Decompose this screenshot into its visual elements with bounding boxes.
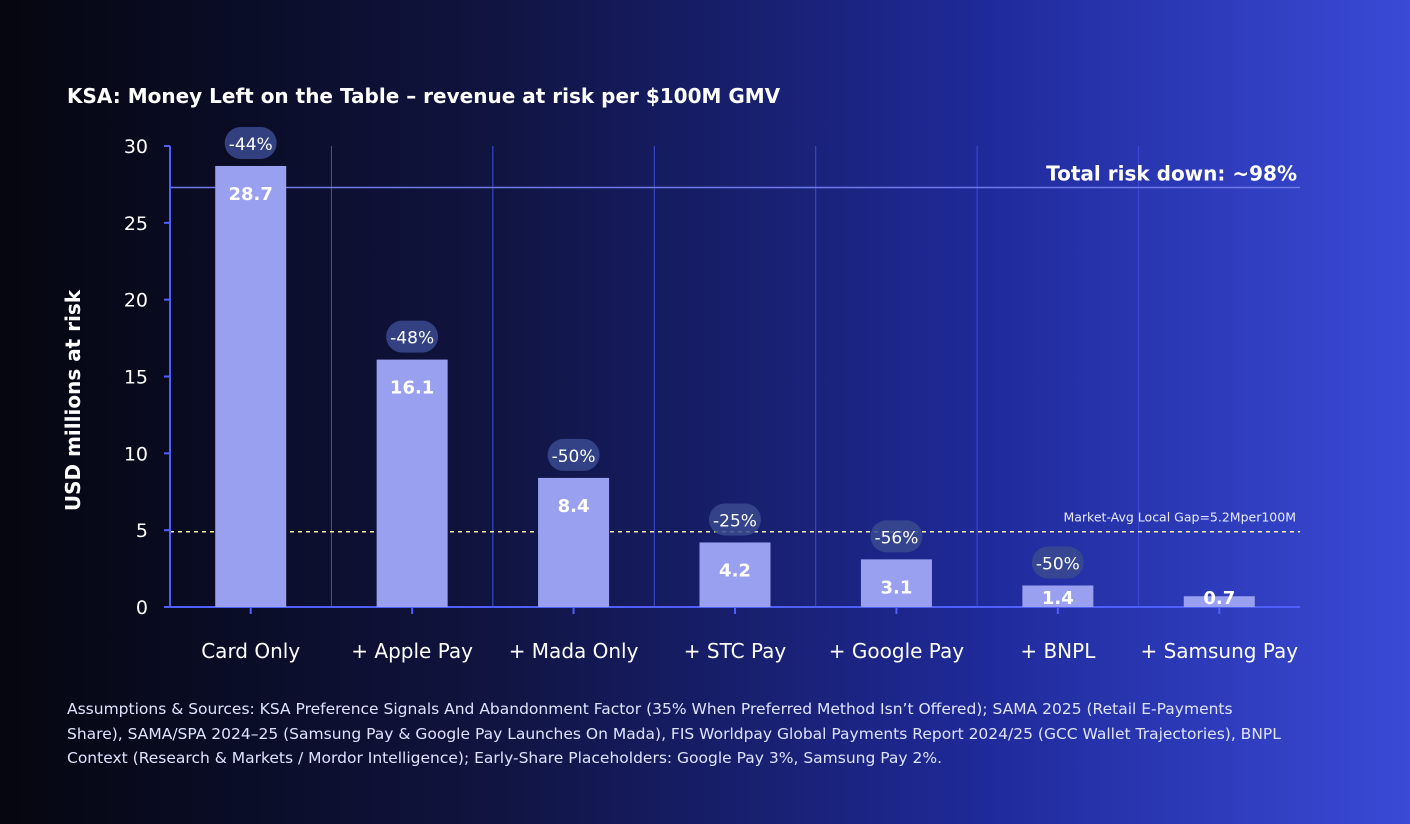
bar <box>1022 585 1094 607</box>
y-tick-label: 15 <box>124 367 148 389</box>
chart-title: KSA: Money Left on the Table – revenue a… <box>67 84 781 108</box>
data-label: 3.1 <box>880 577 912 598</box>
bar <box>860 559 932 607</box>
change-badge-label: -50% <box>1036 554 1080 574</box>
change-badge <box>709 503 761 536</box>
change-badge-label: -56% <box>874 528 918 548</box>
data-label: 1.4 <box>1042 588 1074 609</box>
x-tick-label: + Google Pay <box>829 639 964 663</box>
x-tick-label: + Samsung Pay <box>1140 639 1298 663</box>
x-tick-label: + Apple Pay <box>351 639 473 663</box>
total-risk-label: Total risk down: ~98% <box>1046 161 1297 185</box>
x-tick-label: + STC Pay <box>684 639 787 663</box>
y-tick-label: 0 <box>136 597 148 619</box>
bar <box>215 165 287 607</box>
change-badge <box>870 520 923 553</box>
x-tick-label: + Mada Only <box>509 639 639 663</box>
market-average-label: Market-Avg Local Gap=5.2Mper100M <box>1063 510 1296 525</box>
x-tick-label: + BNPL <box>1020 639 1096 663</box>
bar <box>538 477 610 607</box>
y-axis-label: USD millions at risk <box>61 289 85 511</box>
change-badge-label: -25% <box>713 511 757 531</box>
change-badge <box>386 320 439 353</box>
y-tick-label: 10 <box>124 443 148 465</box>
x-tick-label: Card Only <box>201 639 300 663</box>
y-tick-label: 20 <box>124 290 148 312</box>
change-badge-label: -44% <box>229 135 273 155</box>
change-badge <box>1031 546 1084 579</box>
change-badge-label: -50% <box>552 447 596 467</box>
y-tick-label: 30 <box>124 136 148 158</box>
data-label: 8.4 <box>558 496 590 517</box>
y-tick-label: 5 <box>136 520 148 542</box>
data-label: 16.1 <box>390 378 434 399</box>
data-label: 28.7 <box>229 184 273 205</box>
footnote: Assumptions & Sources: KSA Preference Si… <box>67 700 1281 767</box>
bar <box>699 542 771 607</box>
bar <box>1183 596 1255 607</box>
change-badge <box>547 438 600 471</box>
y-tick-label: 25 <box>124 213 148 235</box>
data-label: 4.2 <box>719 560 751 581</box>
change-badge <box>224 126 277 159</box>
data-label: 0.7 <box>1203 588 1235 609</box>
change-badge-label: -48% <box>390 329 434 349</box>
bar <box>376 359 448 607</box>
